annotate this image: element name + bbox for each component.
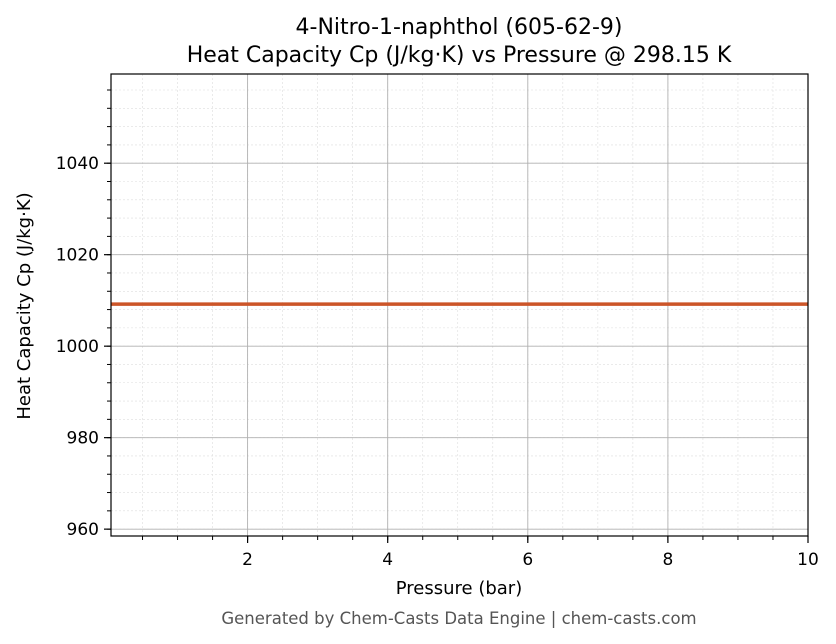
y-tick-label: 1020 (56, 246, 99, 266)
chart-title: 4-Nitro-1-naphthol (605-62-9) Heat Capac… (187, 15, 732, 68)
y-axis-label: Heat Capacity Cp (J/kg·K) (14, 192, 35, 419)
chart-title-line-2: Heat Capacity Cp (J/kg·K) vs Pressure @ … (187, 43, 732, 68)
x-tick-label: 4 (382, 550, 393, 570)
y-tick-label: 980 (67, 429, 99, 449)
plot-frame (110, 73, 809, 537)
y-tick-label: 1040 (56, 154, 99, 174)
footer-credit: Generated by Chem-Casts Data Engine | ch… (221, 609, 696, 628)
y-tick-label: 960 (67, 520, 99, 540)
x-tick-label: 10 (797, 550, 819, 570)
axis-ticks (104, 89, 809, 543)
x-axis-label: Pressure (bar) (396, 578, 522, 599)
x-tick-label: 8 (662, 550, 673, 570)
chart-title-line-1: 4-Nitro-1-naphthol (605-62-9) (296, 15, 623, 40)
y-tick-label: 1000 (56, 337, 99, 357)
tick-labels: 2 4 6 8 10 960 980 1000 1020 1040 (56, 154, 819, 570)
x-tick-label: 2 (242, 550, 253, 570)
x-tick-label: 6 (522, 550, 533, 570)
